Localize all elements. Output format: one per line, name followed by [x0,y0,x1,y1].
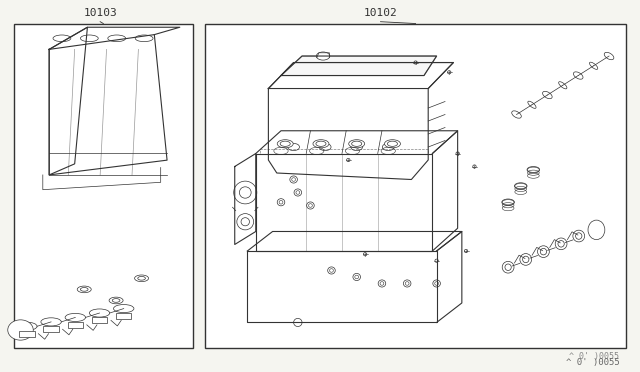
Ellipse shape [17,322,37,330]
Ellipse shape [351,141,362,146]
Ellipse shape [113,305,134,312]
Ellipse shape [556,238,567,250]
Ellipse shape [588,220,605,240]
Ellipse shape [575,233,582,239]
Ellipse shape [382,144,394,151]
Ellipse shape [515,183,527,189]
Ellipse shape [435,282,438,285]
Ellipse shape [234,181,257,204]
Ellipse shape [351,144,363,151]
Ellipse shape [138,276,145,280]
Ellipse shape [277,140,293,148]
Polygon shape [19,331,35,337]
Ellipse shape [505,264,511,270]
Polygon shape [92,317,107,323]
Ellipse shape [294,318,302,327]
Ellipse shape [573,72,583,79]
Ellipse shape [296,191,300,194]
Ellipse shape [378,280,386,287]
Ellipse shape [53,35,71,42]
Ellipse shape [502,262,514,273]
Bar [14,23,193,349]
Ellipse shape [403,280,411,287]
Ellipse shape [108,35,125,42]
Ellipse shape [473,165,476,168]
Ellipse shape [280,141,291,146]
Ellipse shape [414,61,417,64]
Ellipse shape [288,144,300,151]
Ellipse shape [347,158,350,161]
Ellipse shape [316,141,326,146]
Ellipse shape [465,249,468,253]
Ellipse shape [77,286,92,293]
Polygon shape [44,326,59,332]
Text: 10102: 10102 [364,8,397,18]
Ellipse shape [109,297,123,304]
Ellipse shape [65,313,86,321]
Ellipse shape [239,187,251,198]
Ellipse shape [380,282,384,285]
Ellipse shape [435,259,438,262]
Ellipse shape [456,152,460,155]
Ellipse shape [502,199,515,205]
Ellipse shape [527,167,540,173]
Ellipse shape [447,71,451,74]
Ellipse shape [589,62,598,69]
Ellipse shape [313,140,329,148]
Ellipse shape [90,309,109,317]
Ellipse shape [573,230,585,242]
Bar [205,23,626,349]
Ellipse shape [349,140,365,148]
Ellipse shape [604,52,614,60]
Ellipse shape [540,248,547,255]
Ellipse shape [543,92,552,99]
Ellipse shape [433,280,440,287]
Polygon shape [281,56,436,76]
Ellipse shape [512,111,522,118]
Polygon shape [116,313,131,319]
Ellipse shape [277,199,285,206]
Ellipse shape [81,35,99,42]
Ellipse shape [330,269,333,272]
Ellipse shape [387,141,397,146]
Ellipse shape [135,35,153,42]
Ellipse shape [112,299,120,302]
Ellipse shape [538,246,549,257]
Ellipse shape [279,201,283,204]
Ellipse shape [292,178,296,181]
Ellipse shape [385,140,401,148]
Ellipse shape [307,202,314,209]
Ellipse shape [316,52,330,60]
Ellipse shape [520,254,532,265]
Ellipse shape [134,275,148,282]
Ellipse shape [319,144,331,151]
Ellipse shape [8,320,33,340]
Text: 10103: 10103 [83,8,117,18]
Ellipse shape [559,82,567,89]
Ellipse shape [41,318,61,326]
Ellipse shape [355,275,358,279]
Ellipse shape [528,101,536,108]
Ellipse shape [81,288,88,291]
Ellipse shape [353,273,360,280]
Ellipse shape [290,176,298,183]
Text: ^ 0' )0055: ^ 0' )0055 [566,358,620,367]
Ellipse shape [405,282,409,285]
Ellipse shape [364,253,367,256]
Ellipse shape [328,267,335,274]
Text: ^ 0' )0055: ^ 0' )0055 [570,352,620,361]
Ellipse shape [241,218,250,226]
Ellipse shape [308,204,312,207]
Ellipse shape [294,189,301,196]
Ellipse shape [523,256,529,263]
Ellipse shape [558,241,564,247]
Ellipse shape [237,214,253,230]
Polygon shape [68,322,83,328]
